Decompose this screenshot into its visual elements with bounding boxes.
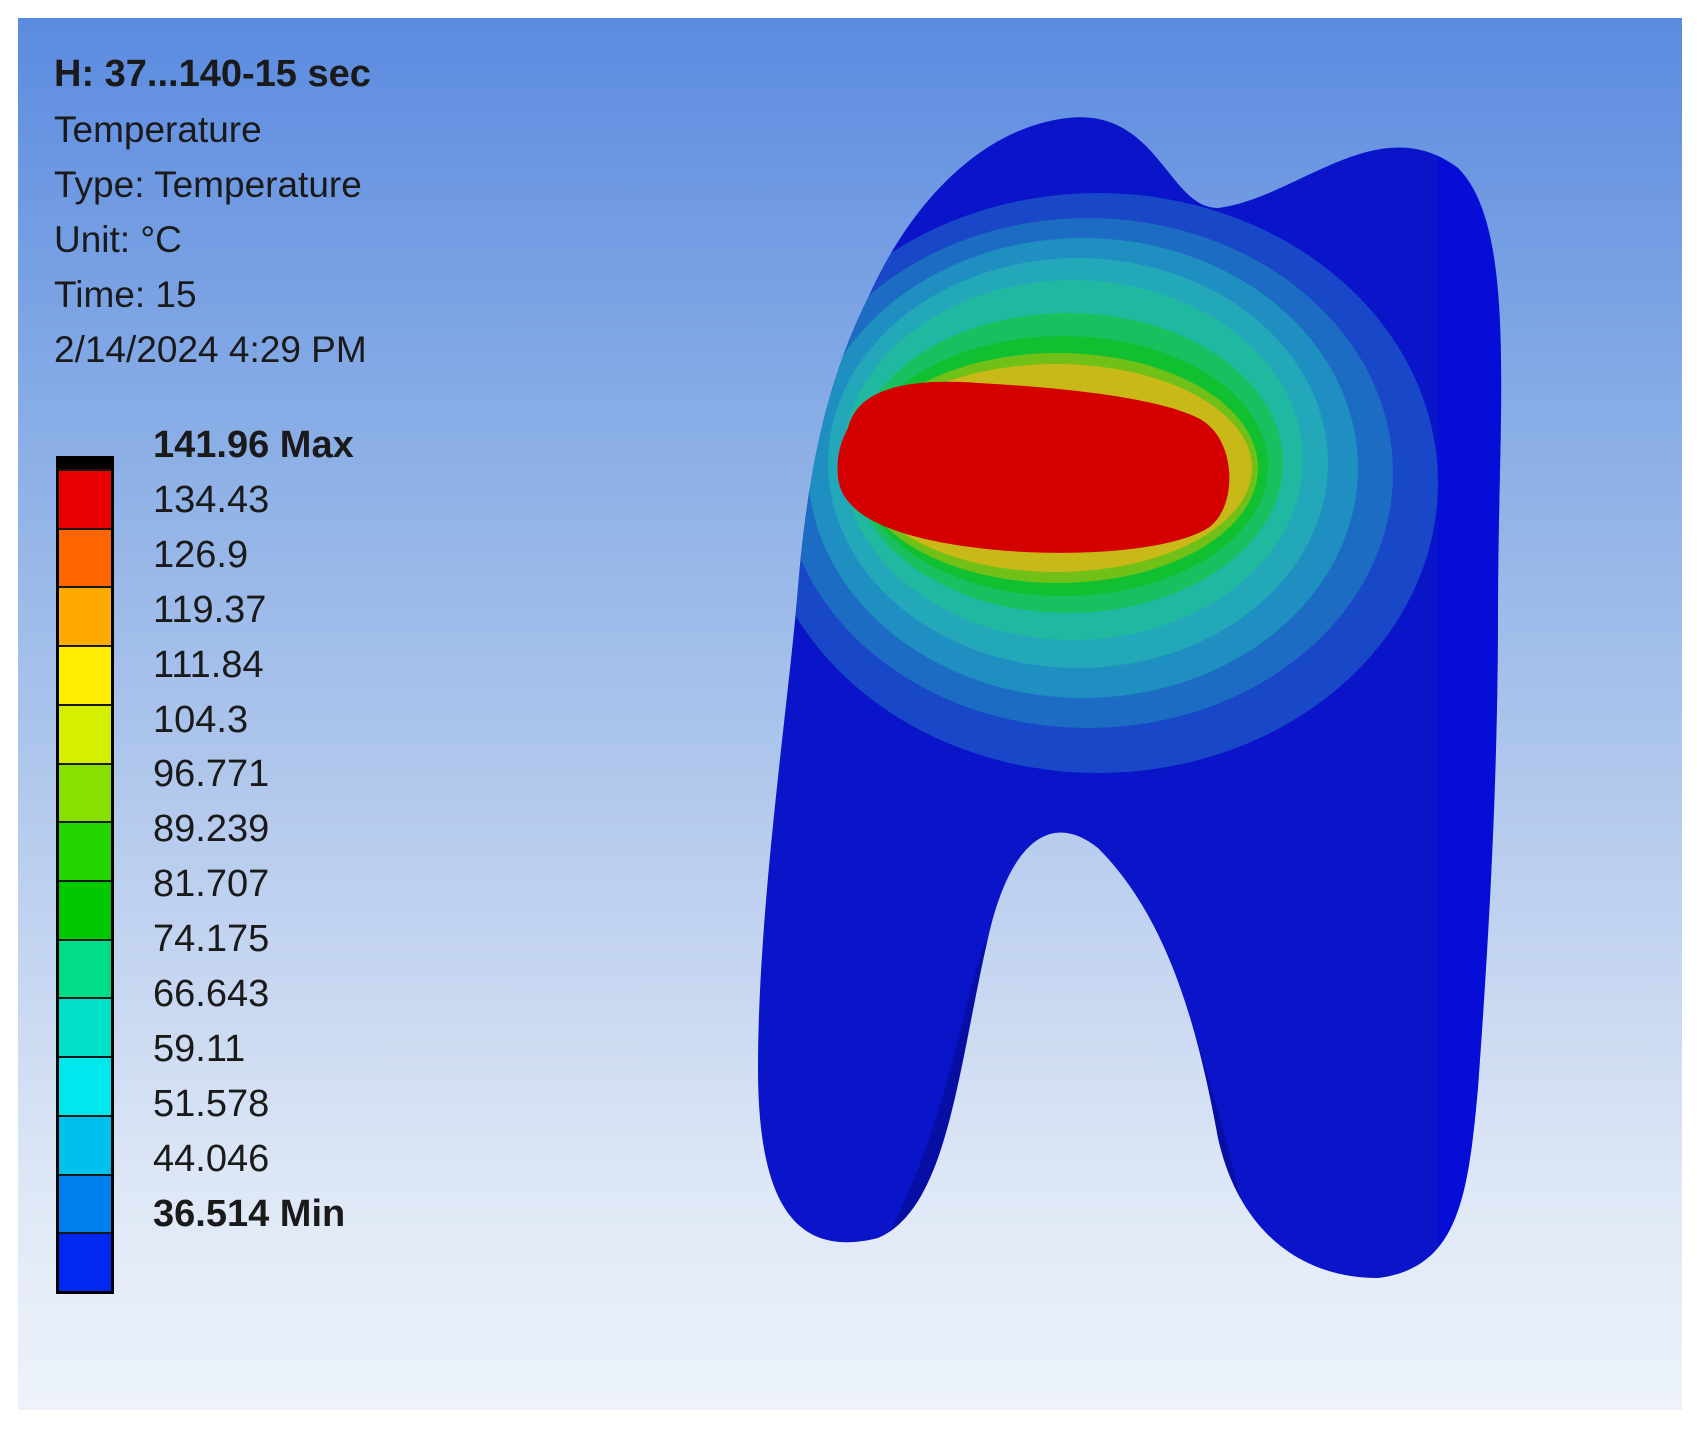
result-unit: Unit: °C [54, 219, 182, 260]
legend-label-9: 74.175 [153, 918, 270, 961]
color-legend-bar [56, 456, 114, 1294]
legend-label-10: 66.643 [153, 973, 270, 1015]
legend-label-13: 44.046 [153, 1137, 270, 1180]
legend-swatch-12 [59, 1173, 111, 1233]
legend-label-5: 104.3 [153, 698, 249, 741]
legend-max-cap [59, 459, 111, 469]
result-info: H: 37...140-15 sec Temperature Type: Tem… [54, 46, 371, 377]
legend-swatch-10 [59, 1056, 111, 1115]
temperature-contours [758, 117, 1502, 1279]
graphics-viewport[interactable]: H: 37...140-15 sec Temperature Type: Tem… [18, 18, 1682, 1410]
result-title: H: 37...140-15 sec [54, 53, 371, 95]
legend-swatch-13 [59, 1232, 111, 1292]
result-time: Time: 15 [54, 274, 197, 315]
legend-swatch-1 [59, 527, 111, 587]
result-date: 2/14/2024 4:29 PM [54, 329, 367, 370]
legend-swatch-8 [59, 938, 111, 998]
legend-swatch-3 [59, 645, 111, 704]
legend-label-12: 51.578 [153, 1082, 270, 1125]
result-type: Type: Temperature [54, 164, 362, 205]
legend-label-7: 89.239 [153, 808, 270, 851]
legend-label-6: 96.771 [153, 753, 270, 796]
legend-label-8: 81.707 [153, 863, 270, 906]
contour-max-hot-zone [837, 381, 1230, 553]
legend-label-14: 36.514 Min [153, 1192, 346, 1235]
legend-label-2: 126.9 [153, 533, 249, 576]
legend-label-0: 141.96 Max [153, 424, 354, 466]
legend-swatch-0 [59, 469, 111, 528]
tooth-model[interactable] [738, 88, 1638, 1398]
legend-swatch-2 [59, 586, 111, 646]
legend-swatch-9 [59, 997, 111, 1057]
legend-label-1: 134.43 [153, 478, 270, 521]
contour-edge-highlight [1438, 117, 1502, 1279]
legend-label-11: 59.11 [153, 1027, 246, 1070]
legend-swatch-5 [59, 762, 111, 822]
legend-label-3: 119.37 [153, 588, 267, 631]
legend-swatch-6 [59, 821, 111, 881]
legend-swatch-11 [59, 1114, 111, 1174]
legend-swatch-4 [59, 703, 111, 763]
result-name: Temperature [54, 109, 262, 150]
legend-swatch-7 [59, 880, 111, 939]
legend-label-4: 111.84 [153, 643, 264, 686]
